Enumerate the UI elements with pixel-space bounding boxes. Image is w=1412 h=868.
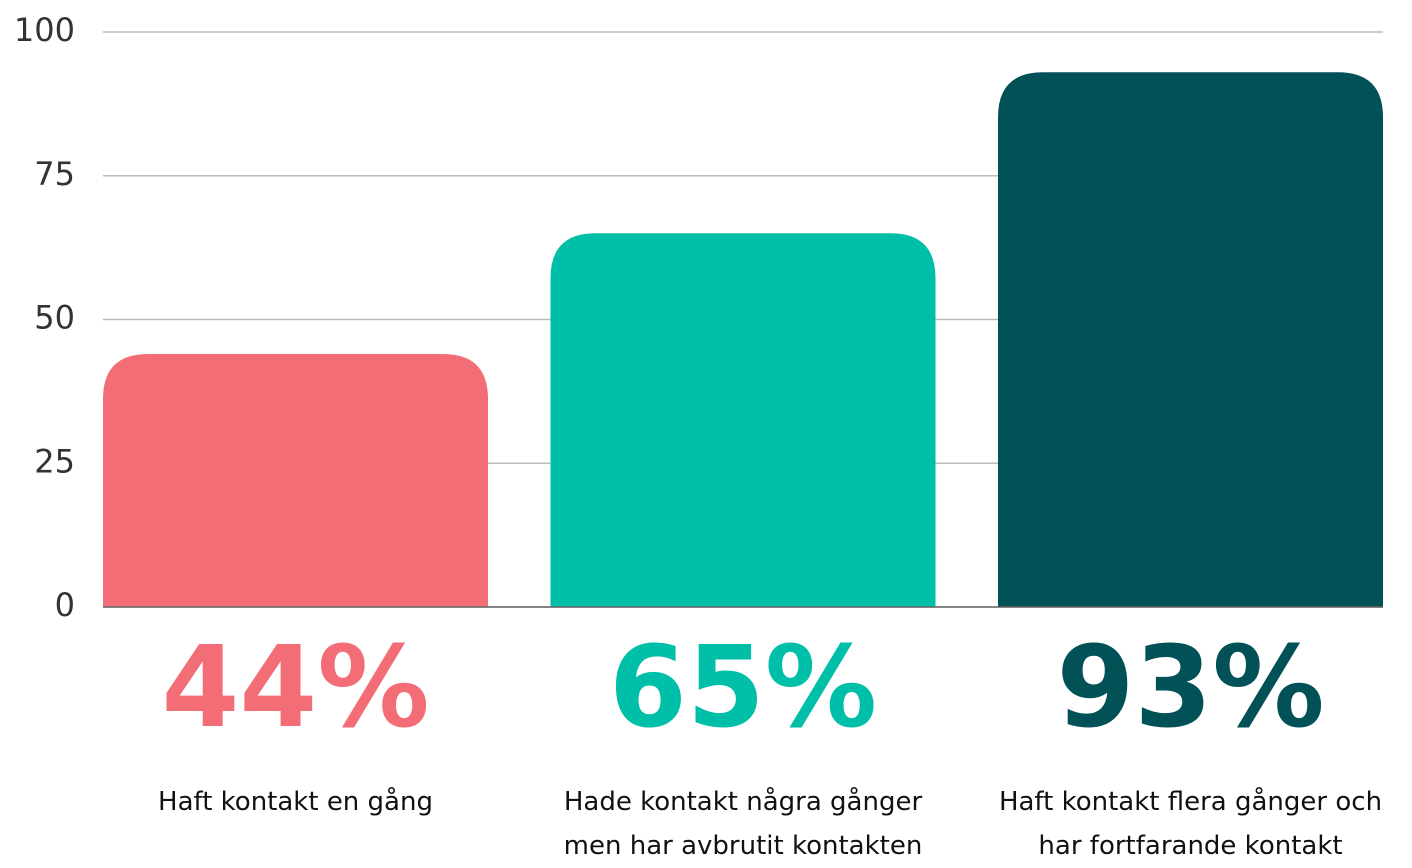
bar <box>998 72 1383 607</box>
y-tick-label: 100 <box>14 11 75 49</box>
y-tick-label: 50 <box>34 299 75 337</box>
x-tick-label: Hade kontakt några gånger men har avbrut… <box>563 787 923 861</box>
x-tick-label: Haft kontakt en gång <box>158 787 433 817</box>
value-label: 65% <box>609 623 877 753</box>
y-tick-label: 75 <box>34 155 75 193</box>
value-label: 44% <box>161 623 429 753</box>
bar <box>550 233 936 607</box>
y-tick-label: 25 <box>34 442 75 480</box>
x-tick-label: Haft kontakt flera gånger och har fortfa… <box>998 787 1383 861</box>
y-tick-label: 0 <box>55 586 75 624</box>
bar <box>103 354 488 607</box>
value-label: 93% <box>1056 623 1324 753</box>
